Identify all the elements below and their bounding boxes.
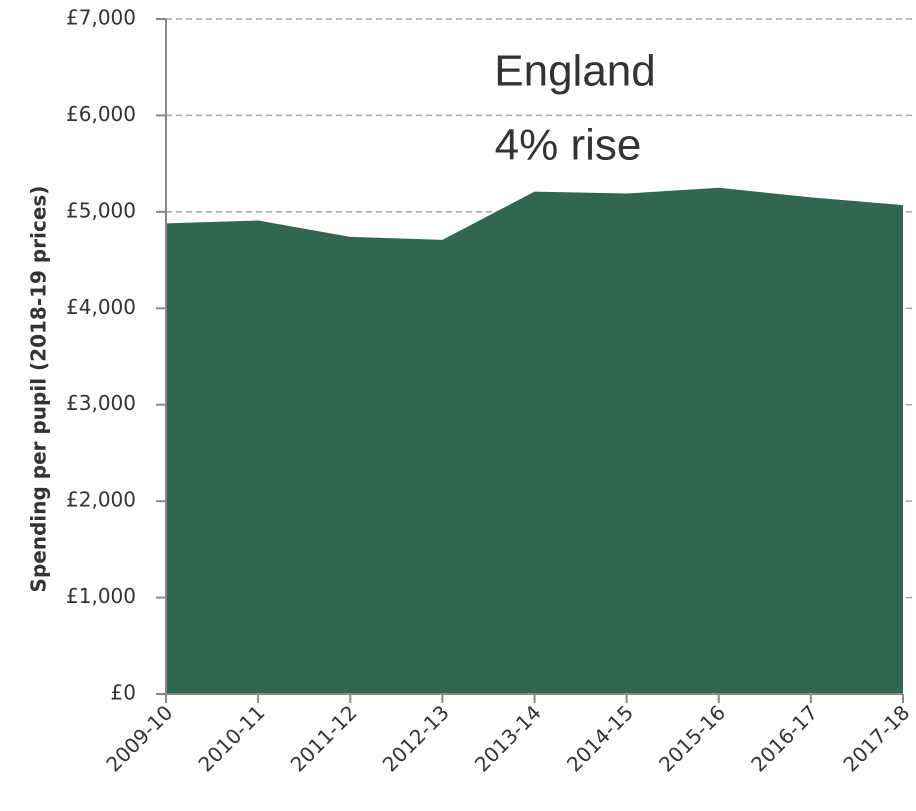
x-tick-labels: 2009-10 2010-11 2011-12 2012-13 2013-14 2014-… [101, 700, 914, 776]
x-tick-label: 2009-10 [101, 700, 177, 776]
x-tick-label: 2010-11 [193, 700, 269, 776]
y-tick-label: £3,000 [66, 391, 136, 415]
area-series [166, 187, 903, 694]
x-tick-label: 2015-16 [654, 700, 730, 776]
x-tick-label: 2017-18 [838, 700, 914, 776]
x-tick-label: 2012-13 [378, 700, 454, 776]
x-tick-label: 2016-17 [746, 700, 822, 776]
x-tick-label: 2014-15 [562, 700, 638, 776]
y-axis-label: Spending per pupil (2018-19 prices) [27, 186, 51, 593]
y-tick-labels: £0 £1,000 £2,000 £3,000 £4,000 £5,000 £6,000 £7… [66, 6, 136, 705]
x-tick-label: 2011-12 [286, 700, 362, 776]
y-tick-label: £4,000 [66, 295, 136, 319]
y-tick-label: £2,000 [66, 488, 136, 512]
annotation-change: 4% rise [495, 121, 642, 170]
annotation-region: England [494, 47, 655, 96]
y-tick-label: £5,000 [66, 198, 136, 222]
axes [156, 18, 904, 703]
y-tick-label: £6,000 [66, 102, 136, 126]
y-tick-label: £0 [111, 681, 136, 705]
x-tick-label: 2013-14 [470, 700, 546, 776]
y-tick-label: £1,000 [66, 584, 136, 608]
y-tick-label: £7,000 [66, 6, 136, 30]
